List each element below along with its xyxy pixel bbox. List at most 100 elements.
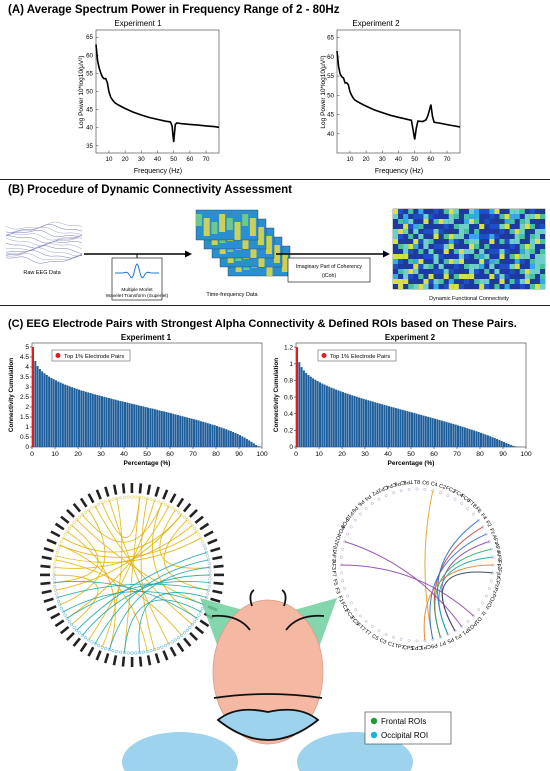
dfc-cell	[509, 254, 515, 259]
dfc-cell	[524, 274, 530, 279]
cumulation-plot-1-ylabel: Connectivity Cumulation	[8, 358, 15, 432]
occipital-roi-outline	[213, 693, 323, 699]
cumulation-plot-1-bar	[78, 389, 80, 447]
circle-1-node	[200, 606, 205, 610]
dfc-cell	[393, 264, 399, 269]
circle-1-node	[90, 506, 94, 510]
cumulation-plot-2-bar	[346, 393, 349, 447]
circle-1-node-label	[54, 619, 65, 628]
circle-1-node	[58, 543, 62, 547]
circle-1-node	[83, 636, 88, 640]
dfc-cell	[534, 259, 541, 264]
circle-1-node	[179, 513, 184, 517]
circle-1-node	[202, 543, 206, 547]
dfc-cell	[479, 254, 485, 259]
dfc-cell	[453, 249, 459, 254]
dfc-cell	[458, 274, 464, 279]
dfc-cell	[524, 244, 530, 249]
dfc-cell	[469, 269, 475, 274]
cumulation-plot-2-bar	[411, 412, 413, 447]
cumulation-plot-2-bar	[512, 445, 515, 447]
dfc-cell	[418, 224, 424, 229]
circle-2-node-label: F6	[474, 506, 483, 515]
dfc-cell	[398, 269, 404, 274]
circle-2-node	[384, 494, 388, 498]
circle-1-node	[80, 633, 85, 637]
circle-1-node	[167, 642, 171, 646]
cumulation-plot-1-bar	[121, 401, 124, 447]
circle-1-node	[104, 500, 108, 504]
panel-a-title: (A) Average Spectrum Power in Frequency …	[8, 4, 340, 16]
spectrum-plot-2-title: Experiment 2	[352, 19, 400, 28]
spectrum-plot-2-xtick-label: 50	[411, 156, 418, 163]
circle-2-node-label: C3	[378, 638, 387, 646]
cumulation-plot-1-ticks: 0 10 20 30 40 50 60 70 80 90 100 0 0.5 1 1.5 2 2.5 3 3.5 4 4…	[20, 344, 268, 458]
dfc-cell	[509, 244, 515, 249]
dfc-cell	[519, 219, 525, 224]
dfc-cell	[453, 274, 459, 279]
spectrum-plot-2-xtick-label: 60	[427, 156, 434, 163]
dfc-cell	[489, 264, 495, 269]
cumulation-plot-1-bar	[57, 381, 60, 447]
circle-2-node-label: O2	[333, 535, 341, 544]
cumulation-plot-2-bar	[486, 435, 489, 447]
cumulation-plot-1-ytick-label: 0.5	[20, 434, 29, 441]
circle-2-link	[424, 490, 434, 640]
dfc-cell	[469, 274, 475, 279]
cumulation-plot-2-bar	[353, 395, 356, 447]
cumulation-plot-2-bar	[477, 432, 480, 447]
cumulation-plot-1-bar	[225, 429, 228, 447]
circle-1-node	[100, 645, 104, 649]
arrow-tf-to-dfc-head	[383, 250, 390, 258]
circle-1-node	[160, 501, 164, 505]
cumulation-plot-2-bar	[443, 421, 446, 447]
dfc-cell	[433, 279, 439, 284]
cumulation-plot-2-bar	[383, 404, 386, 447]
circle-1-node	[67, 526, 71, 531]
cumulation-plot-2-bar	[440, 420, 443, 447]
circle-2-node-label: FC3	[344, 609, 355, 621]
frontal-roi-outline	[211, 614, 325, 631]
circle-1-node-label	[176, 642, 185, 653]
circle-2-node-label: C4	[430, 481, 438, 488]
dfc-cell	[403, 254, 409, 259]
circle-2-node	[489, 579, 493, 583]
circle-2-node-label: AFz	[491, 534, 500, 545]
dfc-cell	[438, 244, 444, 249]
circle-1-node	[52, 577, 56, 581]
spectrum-plot-2: Experiment 2 10 20 30 40 50 60 70404550556065 …	[320, 19, 461, 175]
spectrum-plot-1-ticks: 10 20 30 40 50 60 70 35 40 45 50 55 60 65	[86, 34, 210, 163]
frontal-roi-outline-top	[249, 589, 287, 607]
circle-1-link-frontal	[59, 509, 106, 606]
cumulation-plot-1-bar	[38, 369, 41, 447]
circle-1-node	[80, 513, 85, 517]
circle-2-node-label: CP4	[385, 481, 397, 490]
circle-1-node	[70, 523, 74, 528]
cumulation-plot-1-bar	[163, 411, 166, 447]
cumulation-plot-1-bar	[87, 392, 90, 447]
circle-1-node-label	[212, 589, 223, 595]
dfc-cell	[403, 244, 409, 249]
circle-2-node	[359, 512, 362, 516]
dfc-cell	[393, 259, 399, 264]
circle-2-node-label: O1	[473, 615, 482, 624]
circle-2-node-label: PO4	[335, 525, 345, 537]
circle-2-node-label: P10	[344, 510, 354, 521]
cumulation-plot-1-xtick-label: 0	[30, 451, 34, 458]
circle-2-node	[364, 507, 368, 510]
dfc-cell	[479, 249, 485, 254]
circle-1-node-label	[138, 656, 143, 667]
cumulation-plot-2-bar	[307, 375, 310, 447]
circle-1-node	[72, 521, 76, 525]
cumulation-plot-1-bar	[144, 407, 147, 447]
dfc-cell	[423, 279, 429, 284]
dfc-cell	[499, 214, 505, 219]
cumulation-plot-2-bar	[404, 410, 407, 447]
cumulation-plot-2-bar	[360, 398, 363, 447]
dfc-cell	[448, 239, 454, 244]
cumulation-plot-2-xtick-label: 20	[338, 451, 346, 458]
cumulation-plot-2-bar	[394, 408, 397, 447]
spectrum-plot-2-ytick-label: 45	[327, 112, 334, 119]
circle-1-node	[78, 631, 82, 635]
cumulation-plot-1-bar	[245, 439, 248, 447]
